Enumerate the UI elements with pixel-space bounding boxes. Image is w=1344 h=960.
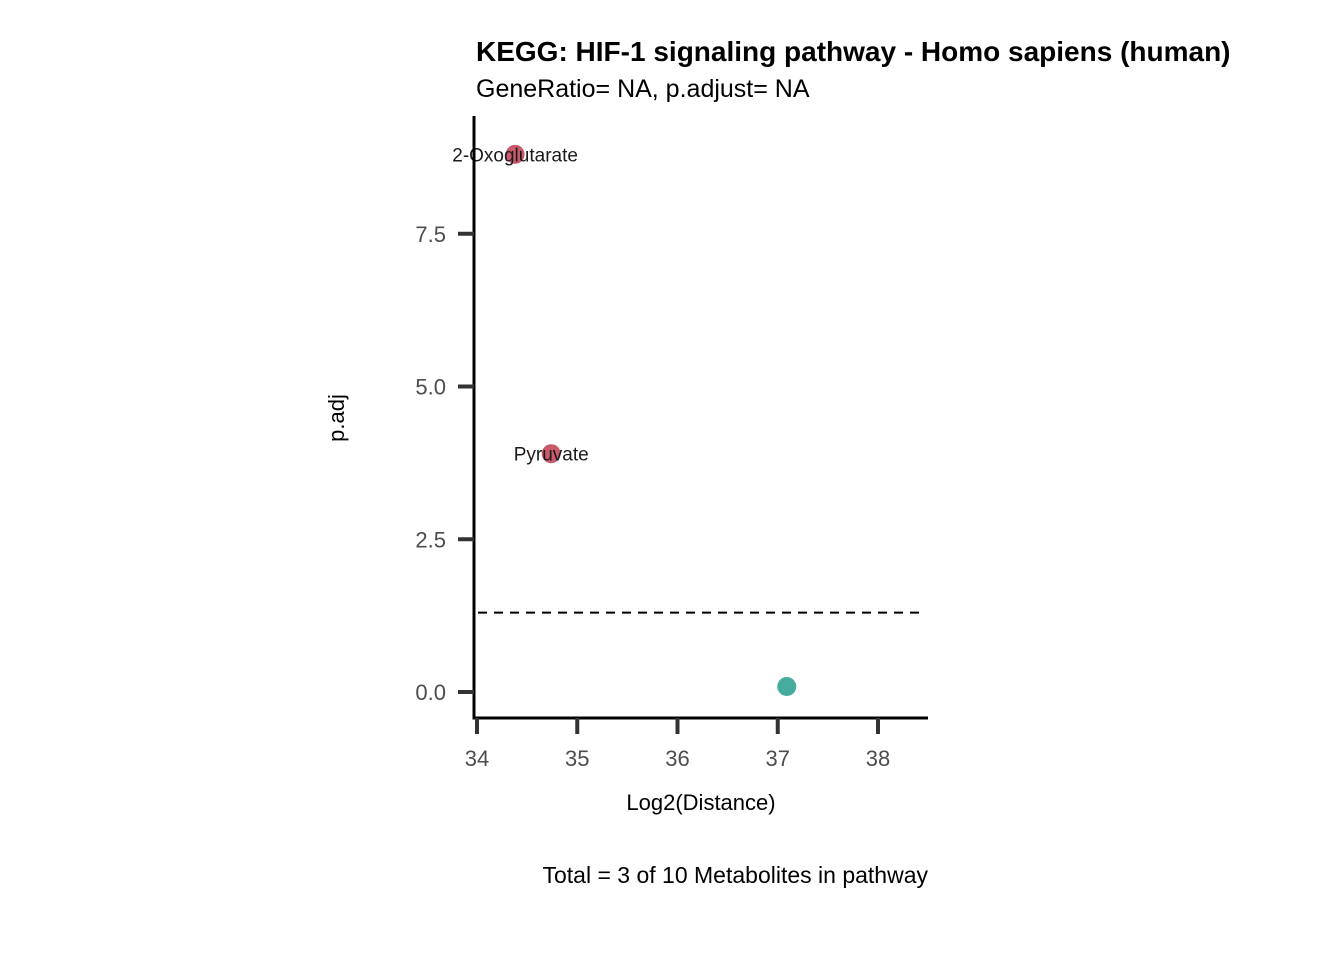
x-tick-label: 38 [866,746,890,771]
data-point [777,677,797,697]
point-label: 2-Oxoglutarate [452,145,578,166]
chart-subtitle: GeneRatio= NA, p.adjust= NA [476,75,810,103]
y-tick-label: 7.5 [415,222,446,247]
y-tick-label: 2.5 [415,527,446,552]
point-label: Pyruvate [514,445,589,466]
x-tick-label: 34 [465,746,489,771]
x-tick-label: 37 [766,746,790,771]
plot-area: 2-Oxoglutarate Pyruvate [452,144,922,697]
y-axis-ticks: 0.0 2.5 5.0 7.5 [415,222,474,705]
x-axis-title: Log2(Distance) [626,790,775,815]
y-axis-title: p.adj [324,394,349,442]
chart-title: KEGG: HIF-1 signaling pathway - Homo sap… [476,36,1231,67]
x-tick-label: 36 [665,746,689,771]
y-tick-label: 5.0 [415,375,446,400]
data-point [541,444,561,464]
data-point [505,144,525,164]
y-tick-label: 0.0 [415,680,446,705]
x-tick-label: 35 [565,746,589,771]
x-axis-ticks: 34 35 36 37 38 [465,718,890,771]
chart-caption: Total = 3 of 10 Metabolites in pathway [543,862,929,888]
